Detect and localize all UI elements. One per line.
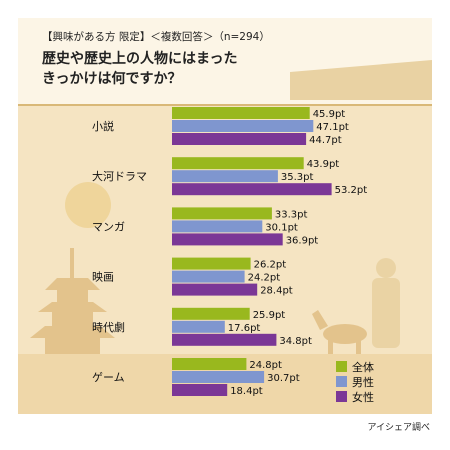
source-credit: アイシェア調べ xyxy=(367,423,430,433)
chart-title-line-1: 歴史や歴史上の人物にはまった xyxy=(42,50,237,67)
data-label: 28.4pt xyxy=(260,286,293,297)
bar xyxy=(172,120,314,132)
bar xyxy=(172,107,310,119)
category-label: 小説 xyxy=(92,119,114,133)
bar xyxy=(172,170,278,183)
bar xyxy=(172,183,332,196)
legend-swatch xyxy=(336,361,347,372)
data-label: 30.1pt xyxy=(265,222,298,233)
horse-silhouette xyxy=(312,310,367,360)
bar xyxy=(172,307,250,320)
data-label: 35.3pt xyxy=(281,172,314,183)
data-label: 17.6pt xyxy=(228,323,261,334)
legend-label: 全体 xyxy=(352,360,374,374)
pagoda-silhouette xyxy=(30,248,115,414)
bar xyxy=(172,233,283,246)
legend-label: 男性 xyxy=(352,375,374,389)
bar xyxy=(172,384,228,396)
data-label: 45.9pt xyxy=(313,109,346,120)
category-label: 時代劇 xyxy=(92,320,125,334)
data-label: 33.3pt xyxy=(275,209,308,220)
bar xyxy=(172,157,304,170)
bar xyxy=(172,257,251,270)
title-deco xyxy=(290,60,432,100)
bar xyxy=(172,220,263,233)
sun-deco xyxy=(65,182,111,228)
data-label: 34.8pt xyxy=(279,336,312,347)
legend-swatch xyxy=(336,376,347,387)
data-label: 24.8pt xyxy=(249,360,282,371)
bar xyxy=(172,358,247,370)
header-note: 【興味がある方 限定】＜複数回答＞（n=294） xyxy=(42,30,270,43)
data-label: 24.2pt xyxy=(248,273,281,284)
data-label: 25.9pt xyxy=(253,310,286,321)
data-label: 53.2pt xyxy=(335,185,368,196)
category-label: ゲーム xyxy=(92,371,125,384)
data-label: 36.9pt xyxy=(286,235,319,246)
category-label: 大河ドラマ xyxy=(92,169,147,183)
bar xyxy=(172,320,225,333)
bar xyxy=(172,207,272,220)
data-label: 30.7pt xyxy=(267,373,300,384)
legend-label: 女性 xyxy=(352,390,374,404)
statue-silhouette xyxy=(372,258,400,348)
bars-layer: 小説 45.9pt 47.1pt 44.7pt 大河ドラマ 43.9pt 35.3pt 53.… xyxy=(92,107,367,397)
legend-swatch xyxy=(336,391,347,402)
bar xyxy=(172,371,265,383)
category-label: マンガ xyxy=(92,220,125,233)
data-label: 43.9pt xyxy=(307,159,340,170)
bar xyxy=(172,283,258,296)
data-label: 44.7pt xyxy=(309,135,342,146)
bar xyxy=(172,270,245,283)
bar xyxy=(172,133,307,145)
category-label: 映画 xyxy=(92,271,114,284)
data-label: 26.2pt xyxy=(254,260,287,271)
bar xyxy=(172,333,277,346)
data-label: 47.1pt xyxy=(316,122,349,133)
title-divider xyxy=(18,104,432,106)
data-label: 18.4pt xyxy=(230,386,263,397)
chart-title-line-2: きっかけは何ですか？ xyxy=(42,70,181,87)
